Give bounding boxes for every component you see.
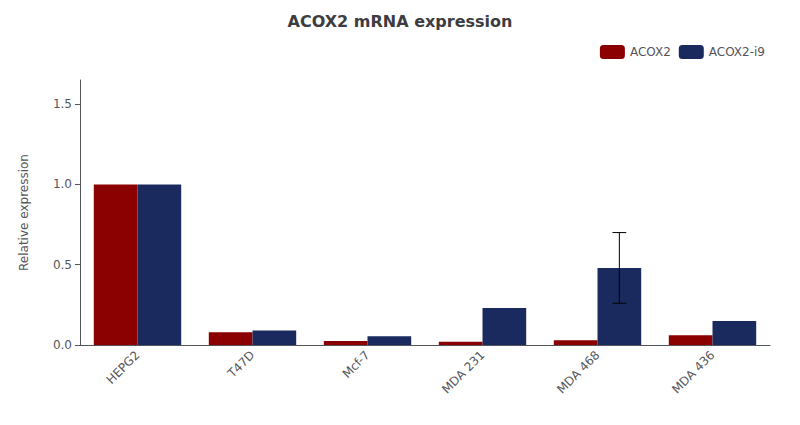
svg-text:HEPG2: HEPG2 [104,348,143,387]
svg-text:0.5: 0.5 [53,258,72,272]
svg-text:ACOX2 mRNA expression: ACOX2 mRNA expression [288,12,513,31]
svg-text:1.5: 1.5 [53,97,72,111]
svg-text:ACOX2-i9: ACOX2-i9 [709,45,765,59]
svg-text:MDA 468: MDA 468 [554,348,602,396]
svg-text:MDA 436: MDA 436 [669,348,717,396]
svg-text:T47D: T47D [224,348,257,381]
svg-text:Mcf-7: Mcf-7 [340,348,373,381]
svg-text:ACOX2: ACOX2 [630,45,671,59]
svg-text:1.0: 1.0 [53,177,72,191]
svg-text:0.0: 0.0 [53,338,72,352]
svg-text:MDA 231: MDA 231 [439,348,487,396]
svg-text:Relative expression: Relative expression [17,154,31,271]
